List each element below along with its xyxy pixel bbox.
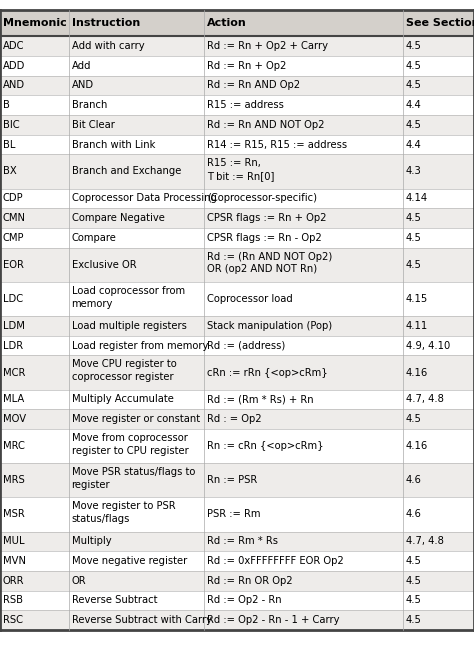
Text: MVN: MVN (3, 556, 26, 566)
Text: Move negative register: Move negative register (72, 556, 187, 566)
Text: 4.7, 4.8: 4.7, 4.8 (406, 536, 444, 547)
Bar (0, 532, 474, 551)
Text: 4.3: 4.3 (406, 166, 421, 177)
Text: 4.5: 4.5 (406, 233, 421, 243)
Text: Move register to PSR
status/flags: Move register to PSR status/flags (72, 501, 175, 524)
Text: MCR: MCR (3, 367, 25, 378)
Text: LDM: LDM (3, 321, 25, 331)
Text: Add with carry: Add with carry (72, 41, 144, 51)
Text: Rd := Op2 - Rn - 1 + Carry: Rd := Op2 - Rn - 1 + Carry (207, 615, 339, 625)
Text: CPSR flags := Rn + Op2: CPSR flags := Rn + Op2 (207, 213, 326, 223)
Text: MRC: MRC (3, 441, 25, 451)
Bar (0, 95, 474, 115)
Bar (0, 316, 474, 336)
Bar (0, 282, 474, 316)
Text: ADD: ADD (3, 60, 25, 71)
Text: Rd := (Rm * Rs) + Rn: Rd := (Rm * Rs) + Rn (207, 394, 313, 405)
Text: LDC: LDC (3, 294, 23, 304)
Text: cRn := rRn {<op>cRm}: cRn := rRn {<op>cRm} (207, 367, 328, 378)
Text: R14 := R15, R15 := address: R14 := R15, R15 := address (207, 139, 347, 150)
Bar (0, 228, 474, 248)
Text: Stack manipulation (Pop): Stack manipulation (Pop) (207, 321, 332, 331)
Text: 4.4: 4.4 (406, 139, 421, 150)
Bar (0, 571, 474, 591)
Text: Multiply Accumulate: Multiply Accumulate (72, 394, 173, 405)
Text: Rd := Rn AND Op2: Rd := Rn AND Op2 (207, 80, 300, 91)
Text: Action: Action (207, 18, 246, 28)
Text: Rd := Rn OR Op2: Rd := Rn OR Op2 (207, 576, 292, 586)
Text: CMP: CMP (3, 233, 24, 243)
Bar (0, 463, 474, 497)
Text: Bit Clear: Bit Clear (72, 120, 114, 130)
Text: 4.5: 4.5 (406, 414, 421, 424)
Text: RSB: RSB (3, 595, 23, 606)
Text: Rn := PSR: Rn := PSR (207, 475, 257, 486)
Text: Rd := 0xFFFFFFFF EOR Op2: Rd := 0xFFFFFFFF EOR Op2 (207, 556, 344, 566)
Text: ORR: ORR (3, 576, 24, 586)
Text: See Section:: See Section: (406, 18, 474, 28)
Text: BX: BX (3, 166, 17, 177)
Bar (0, 429, 474, 463)
Text: Rd := (Rn AND NOT Op2)
OR (op2 AND NOT Rn): Rd := (Rn AND NOT Op2) OR (op2 AND NOT R… (207, 252, 332, 275)
Text: Compare: Compare (72, 233, 117, 243)
Bar (0, 56, 474, 76)
Text: 4.16: 4.16 (406, 441, 428, 451)
Text: ADC: ADC (3, 41, 24, 51)
Text: CMN: CMN (3, 213, 26, 223)
Text: R15 := address: R15 := address (207, 100, 283, 110)
Text: Rd := (address): Rd := (address) (207, 340, 285, 351)
Text: Move from coprocessor
register to CPU register: Move from coprocessor register to CPU re… (72, 433, 188, 456)
Text: OR: OR (72, 576, 86, 586)
Text: 4.5: 4.5 (406, 615, 421, 625)
Text: 4.14: 4.14 (406, 193, 428, 204)
Text: 4.5: 4.5 (406, 80, 421, 91)
Text: Rd : = Op2: Rd : = Op2 (207, 414, 261, 424)
Text: Move CPU register to
coprocessor register: Move CPU register to coprocessor registe… (72, 359, 176, 382)
Text: Mnemonic: Mnemonic (3, 18, 66, 28)
Text: MRS: MRS (3, 475, 25, 486)
Bar (0, 10, 474, 36)
Text: 4.5: 4.5 (406, 556, 421, 566)
Text: 4.7, 4.8: 4.7, 4.8 (406, 394, 444, 405)
Text: Branch with Link: Branch with Link (72, 139, 155, 150)
Text: (Coprocessor-specific): (Coprocessor-specific) (207, 193, 317, 204)
Text: MOV: MOV (3, 414, 26, 424)
Text: B: B (3, 100, 10, 110)
Bar (0, 248, 474, 282)
Text: 4.5: 4.5 (406, 41, 421, 51)
Bar (0, 551, 474, 571)
Text: Branch: Branch (72, 100, 107, 110)
Text: Load multiple registers: Load multiple registers (72, 321, 186, 331)
Text: Rd := Rm * Rs: Rd := Rm * Rs (207, 536, 278, 547)
Text: Rd := Rn + Op2 + Carry: Rd := Rn + Op2 + Carry (207, 41, 328, 51)
Text: 4.6: 4.6 (406, 475, 421, 486)
Bar (0, 390, 474, 409)
Text: Branch and Exchange: Branch and Exchange (72, 166, 181, 177)
Bar (0, 355, 474, 390)
Bar (0, 189, 474, 208)
Text: AND: AND (3, 80, 25, 91)
Text: 4.5: 4.5 (406, 260, 421, 270)
Text: 4.15: 4.15 (406, 294, 428, 304)
Text: Multiply: Multiply (72, 536, 111, 547)
Text: 4.11: 4.11 (406, 321, 428, 331)
Text: CPSR flags := Rn - Op2: CPSR flags := Rn - Op2 (207, 233, 321, 243)
Bar (0, 208, 474, 228)
Text: BIC: BIC (3, 120, 19, 130)
Bar (0, 591, 474, 610)
Text: 4.4: 4.4 (406, 100, 421, 110)
Text: Rd := Rn + Op2: Rd := Rn + Op2 (207, 60, 286, 71)
Text: Load coprocessor from
memory: Load coprocessor from memory (72, 286, 185, 309)
Text: MSR: MSR (3, 509, 25, 520)
Text: Reverse Subtract with Carry: Reverse Subtract with Carry (72, 615, 211, 625)
Text: 4.5: 4.5 (406, 576, 421, 586)
Bar (0, 336, 474, 355)
Text: Reverse Subtract: Reverse Subtract (72, 595, 157, 606)
Text: Add: Add (72, 60, 91, 71)
Text: 4.5: 4.5 (406, 120, 421, 130)
Text: Exclusive OR: Exclusive OR (72, 260, 136, 270)
Bar (0, 76, 474, 95)
Text: BL: BL (3, 139, 15, 150)
Text: Coprocessor load: Coprocessor load (207, 294, 292, 304)
Bar (0, 610, 474, 630)
